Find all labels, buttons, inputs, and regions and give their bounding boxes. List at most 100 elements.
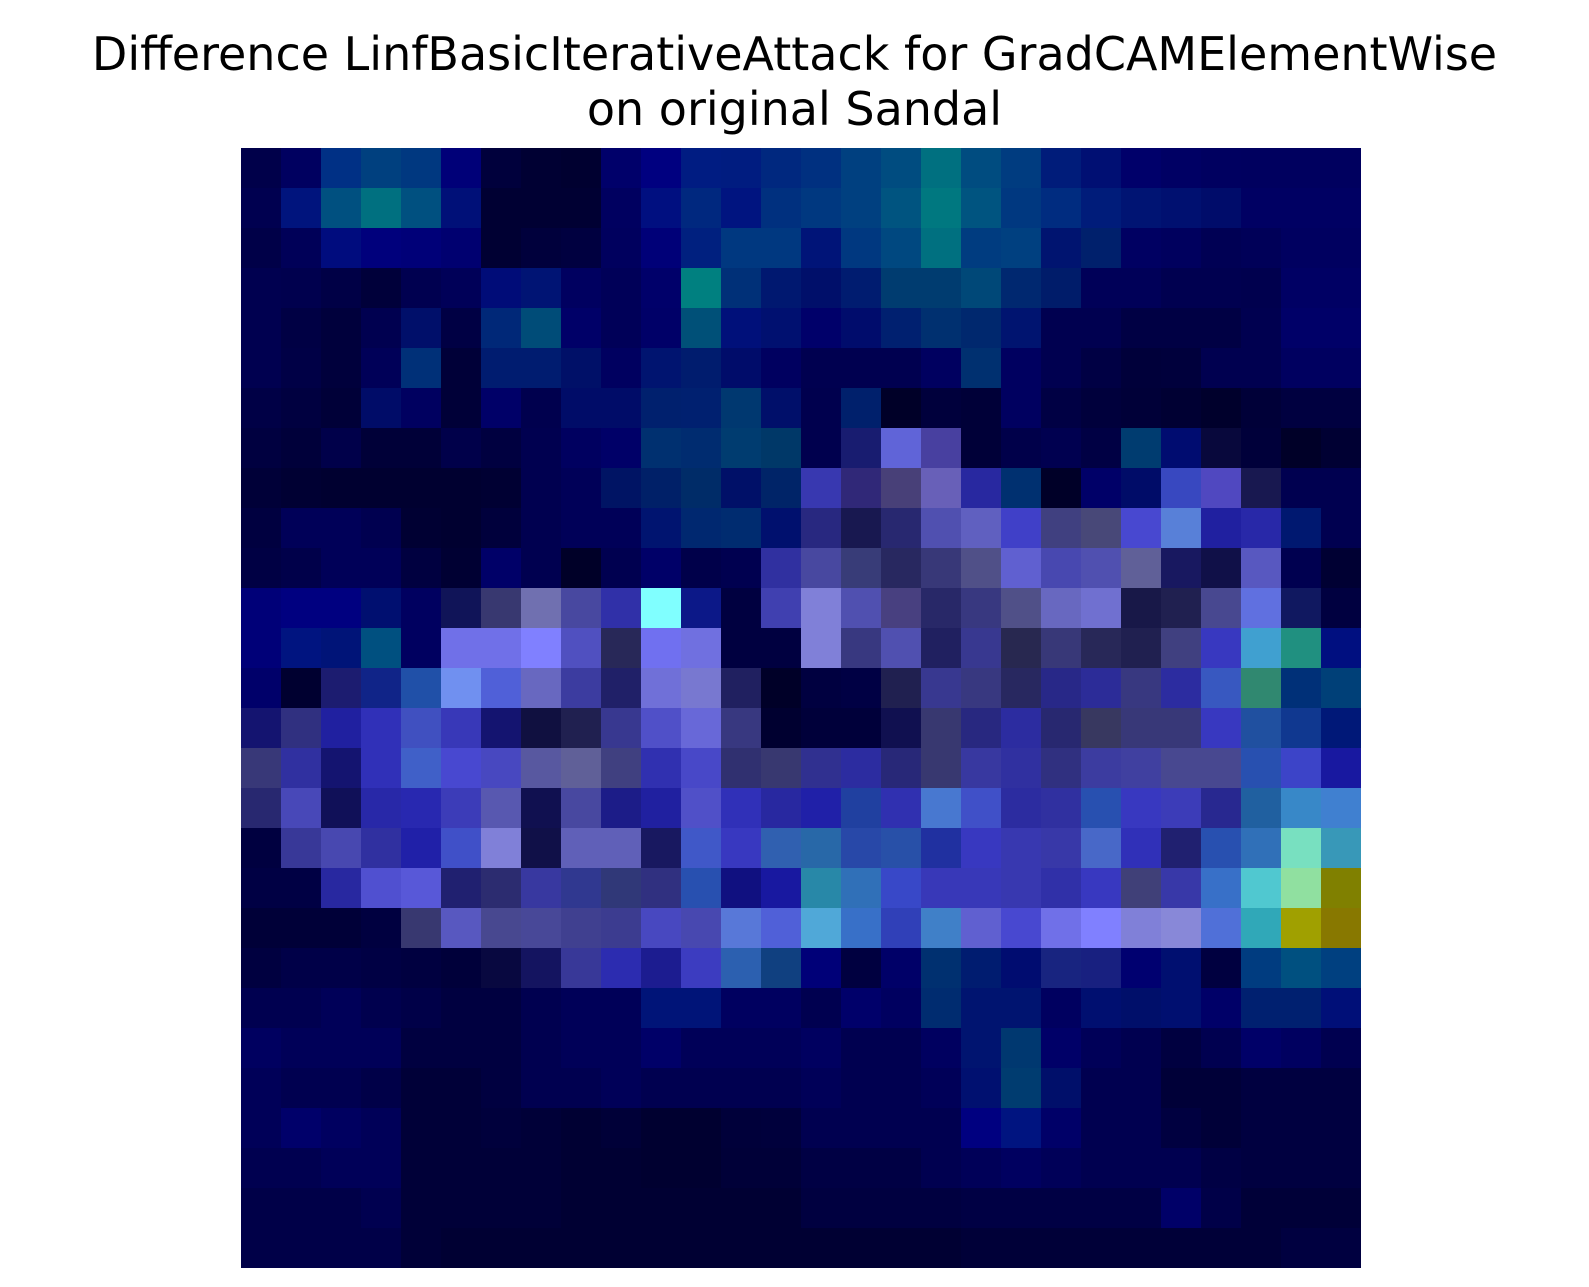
heatmap-cell-r11-c12 (721, 588, 762, 629)
heatmap-cell-r0-c17 (921, 148, 962, 189)
heatmap-cell-r16-c17 (921, 788, 962, 829)
heatmap-cell-r15-c8 (561, 748, 602, 789)
heatmap-cell-r14-c10 (641, 708, 682, 749)
heatmap-cell-r13-c19 (1001, 668, 1042, 709)
heatmap-cell-r2-c15 (841, 228, 882, 269)
heatmap-cell-r12-c10 (641, 628, 682, 669)
heatmap-cell-r5-c8 (561, 348, 602, 389)
heatmap-cell-r26-c4 (401, 1188, 442, 1229)
heatmap-cell-r16-c7 (521, 788, 562, 829)
heatmap-cell-r18-c26 (1281, 868, 1322, 909)
heatmap-cell-r1-c6 (481, 188, 522, 229)
heatmap-cell-r6-c12 (721, 388, 762, 429)
heatmap-cell-r16-c14 (801, 788, 842, 829)
heatmap-cell-r17-c2 (321, 828, 362, 869)
heatmap-cell-r2-c20 (1041, 228, 1082, 269)
heatmap-cell-r24-c22 (1121, 1108, 1162, 1149)
heatmap-cell-r9-c11 (681, 508, 722, 549)
heatmap-cell-r20-c6 (481, 948, 522, 989)
heatmap-cell-r14-c15 (841, 708, 882, 749)
heatmap-cell-r9-c17 (921, 508, 962, 549)
heatmap-cell-r21-c22 (1121, 988, 1162, 1029)
heatmap-cell-r3-c0 (241, 268, 282, 309)
heatmap-cell-r23-c17 (921, 1068, 962, 1109)
heatmap-cell-r6-c9 (601, 388, 642, 429)
heatmap-cell-r18-c14 (801, 868, 842, 909)
heatmap-cell-r9-c10 (641, 508, 682, 549)
heatmap-cell-r2-c2 (321, 228, 362, 269)
heatmap-cell-r12-c20 (1041, 628, 1082, 669)
heatmap-cell-r17-c27 (1321, 828, 1361, 869)
heatmap-cell-r21-c14 (801, 988, 842, 1029)
heatmap-cell-r11-c26 (1281, 588, 1322, 629)
heatmap-cell-r18-c7 (521, 868, 562, 909)
heatmap-cell-r17-c5 (441, 828, 482, 869)
heatmap-cell-r10-c5 (441, 548, 482, 589)
heatmap-cell-r17-c23 (1161, 828, 1202, 869)
heatmap-cell-r18-c12 (721, 868, 762, 909)
heatmap-cell-r15-c18 (961, 748, 1002, 789)
heatmap-cell-r23-c23 (1161, 1068, 1202, 1109)
heatmap-cell-r27-c10 (641, 1228, 682, 1268)
heatmap-cell-r10-c13 (761, 548, 802, 589)
heatmap-cell-r27-c27 (1321, 1228, 1361, 1268)
heatmap-cell-r16-c23 (1161, 788, 1202, 829)
heatmap-cell-r11-c25 (1241, 588, 1282, 629)
heatmap-cell-r26-c3 (361, 1188, 402, 1229)
heatmap-cell-r5-c26 (1281, 348, 1322, 389)
heatmap-cell-r5-c25 (1241, 348, 1282, 389)
heatmap-cell-r24-c11 (681, 1108, 722, 1149)
heatmap-cell-r1-c23 (1161, 188, 1202, 229)
heatmap-cell-r12-c1 (281, 628, 322, 669)
heatmap-cell-r4-c10 (641, 308, 682, 349)
heatmap-cell-r7-c18 (961, 428, 1002, 469)
heatmap-cell-r12-c17 (921, 628, 962, 669)
heatmap-cell-r4-c2 (321, 308, 362, 349)
heatmap-cell-r22-c18 (961, 1028, 1002, 1069)
heatmap-cell-r22-c6 (481, 1028, 522, 1069)
heatmap-cell-r17-c0 (241, 828, 282, 869)
heatmap-cell-r14-c14 (801, 708, 842, 749)
heatmap-cell-r0-c19 (1001, 148, 1042, 189)
heatmap-cell-r25-c12 (721, 1148, 762, 1189)
heatmap-cell-r25-c27 (1321, 1148, 1361, 1189)
heatmap-cell-r10-c14 (801, 548, 842, 589)
heatmap-cell-r7-c11 (681, 428, 722, 469)
heatmap-cell-r11-c15 (841, 588, 882, 629)
heatmap-cell-r0-c5 (441, 148, 482, 189)
heatmap-cell-r4-c7 (521, 308, 562, 349)
heatmap-cell-r7-c9 (601, 428, 642, 469)
heatmap-cell-r14-c26 (1281, 708, 1322, 749)
heatmap-cell-r9-c3 (361, 508, 402, 549)
heatmap-cell-r9-c6 (481, 508, 522, 549)
heatmap-cell-r12-c3 (361, 628, 402, 669)
heatmap-cell-r1-c26 (1281, 188, 1322, 229)
heatmap-cell-r22-c16 (881, 1028, 922, 1069)
heatmap-cell-r4-c25 (1241, 308, 1282, 349)
heatmap-cell-r24-c7 (521, 1108, 562, 1149)
heatmap-cell-r19-c22 (1121, 908, 1162, 949)
heatmap-cell-r10-c4 (401, 548, 442, 589)
heatmap-cell-r5-c15 (841, 348, 882, 389)
heatmap-cell-r20-c23 (1161, 948, 1202, 989)
heatmap-cell-r25-c21 (1081, 1148, 1122, 1189)
heatmap-cell-r12-c6 (481, 628, 522, 669)
heatmap-cell-r14-c23 (1161, 708, 1202, 749)
heatmap-cell-r19-c10 (641, 908, 682, 949)
heatmap-cell-r6-c8 (561, 388, 602, 429)
heatmap-cell-r15-c2 (321, 748, 362, 789)
heatmap-cell-r26-c23 (1161, 1188, 1202, 1229)
heatmap-cell-r10-c8 (561, 548, 602, 589)
heatmap-cell-r18-c20 (1041, 868, 1082, 909)
heatmap-cell-r17-c3 (361, 828, 402, 869)
heatmap-cell-r1-c2 (321, 188, 362, 229)
heatmap-cell-r21-c9 (601, 988, 642, 1029)
heatmap-cell-r19-c24 (1201, 908, 1242, 949)
heatmap-cell-r24-c8 (561, 1108, 602, 1149)
heatmap-cell-r17-c11 (681, 828, 722, 869)
heatmap-cell-r2-c3 (361, 228, 402, 269)
heatmap-cell-r22-c7 (521, 1028, 562, 1069)
heatmap-cell-r8-c1 (281, 468, 322, 509)
heatmap-cell-r15-c14 (801, 748, 842, 789)
heatmap-cell-r17-c6 (481, 828, 522, 869)
